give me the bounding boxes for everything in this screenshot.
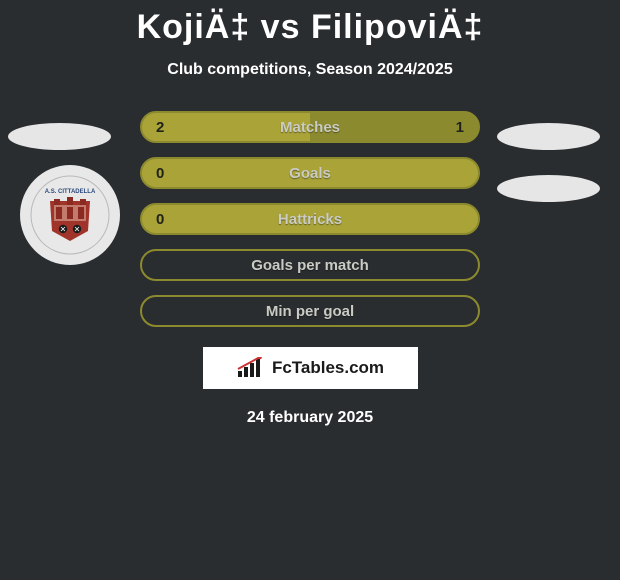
stat-label: Min per goal: [266, 303, 354, 320]
footer-branding[interactable]: FcTables.com: [203, 347, 418, 389]
player-left-ellipse-1: [8, 123, 111, 150]
stat-row-matches: 2 Matches 1: [140, 111, 480, 143]
stat-row-hattricks: 0 Hattricks: [140, 203, 480, 235]
stat-left-value: 2: [156, 119, 164, 136]
stat-row-goals: 0 Goals: [140, 157, 480, 189]
stat-left-value: 0: [156, 165, 164, 182]
stat-right-value: 1: [456, 119, 464, 136]
stat-row-min-per-goal: Min per goal: [140, 295, 480, 327]
club-badge-left: A.S. CITTADELLA: [20, 165, 120, 265]
player-right-ellipse-2: [497, 175, 600, 202]
svg-text:A.S. CITTADELLA: A.S. CITTADELLA: [45, 189, 96, 195]
stat-label: Goals per match: [251, 257, 369, 274]
bar-chart-icon: [236, 357, 266, 379]
stat-label: Goals: [289, 165, 331, 182]
stat-label: Matches: [280, 119, 340, 136]
player-right-ellipse-1: [497, 123, 600, 150]
footer-date: 24 february 2025: [0, 409, 620, 427]
stat-label: Hattricks: [278, 211, 342, 228]
shield-icon: A.S. CITTADELLA: [30, 175, 110, 255]
page-subtitle: Club competitions, Season 2024/2025: [0, 61, 620, 79]
stat-left-value: 0: [156, 211, 164, 228]
stat-row-goals-per-match: Goals per match: [140, 249, 480, 281]
page-title: KojiÄ‡ vs FilipoviÄ‡: [0, 0, 620, 47]
footer-brand-text: FcTables.com: [272, 358, 384, 378]
